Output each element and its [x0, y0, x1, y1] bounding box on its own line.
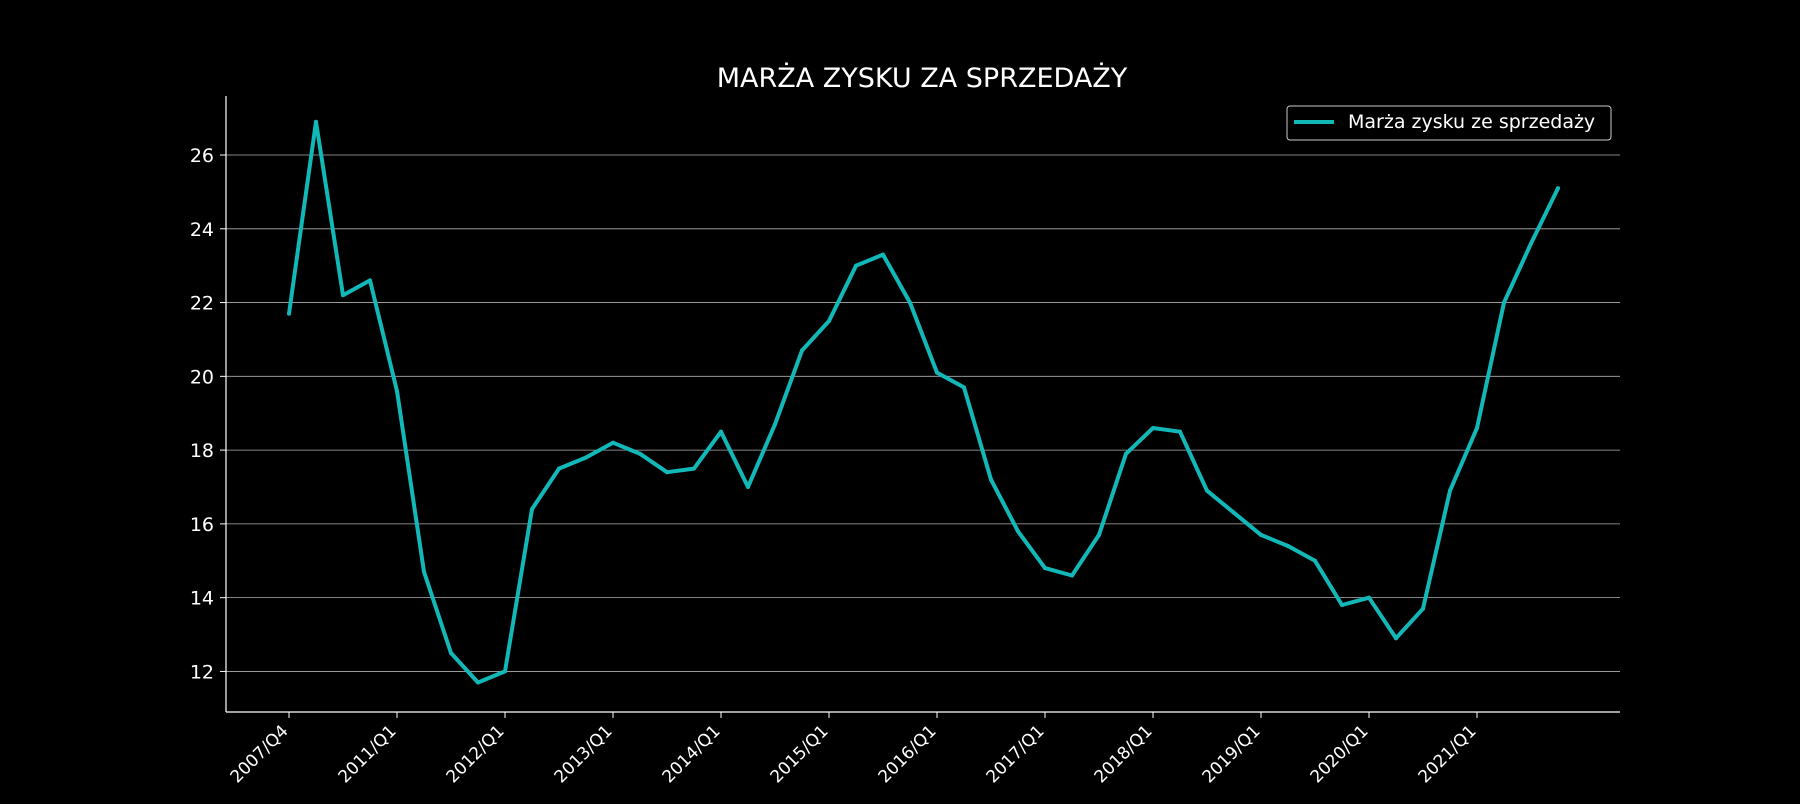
data-point [287, 311, 291, 316]
x-tick-label: 2021/Q1 [1415, 721, 1481, 787]
data-point [1448, 488, 1452, 493]
data-point [584, 455, 588, 460]
data-point [530, 507, 534, 512]
x-tick-label: 2007/Q4 [227, 721, 293, 787]
data-point [1286, 544, 1290, 549]
data-point [746, 484, 750, 489]
legend-box [1286, 105, 1612, 141]
x-tick-label: 2014/Q1 [659, 721, 725, 787]
x-tick-label: 2015/Q1 [767, 721, 833, 787]
grid-lines [226, 154, 1620, 672]
chart-title: MARŻA ZYSKU ZA SPRZEDAŻY [717, 62, 1128, 94]
data-point [1016, 529, 1020, 534]
data-point [1475, 425, 1479, 430]
data-point [1394, 636, 1398, 641]
data-point [314, 119, 318, 124]
x-tick-label: 2018/Q1 [1091, 721, 1157, 787]
data-point [962, 385, 966, 390]
data-point [1313, 558, 1317, 563]
data-point [1097, 532, 1101, 537]
data-point [692, 466, 696, 471]
data-point [1124, 451, 1128, 456]
data-point [1178, 429, 1182, 434]
x-tick-label: 2016/Q1 [875, 721, 941, 787]
data-point [638, 451, 642, 456]
data-point [449, 650, 453, 655]
data-point [881, 252, 885, 257]
data-point [1502, 300, 1506, 305]
data-point [827, 319, 831, 324]
data-point [557, 466, 561, 471]
data-point [1367, 595, 1371, 600]
data-point [1043, 566, 1047, 571]
data-point [503, 669, 507, 674]
y-tick-label: 26 [190, 145, 214, 167]
data-point [773, 422, 777, 427]
y-tick-label: 16 [190, 514, 214, 536]
y-tick-label: 14 [190, 588, 214, 610]
data-point [1529, 241, 1533, 246]
data-point [1556, 186, 1560, 191]
data-point [1259, 532, 1263, 537]
x-tick-label: 2019/Q1 [1199, 721, 1265, 787]
legend-label: Marża zysku ze sprzedaży [1348, 111, 1595, 133]
x-axis-ticks: 2007/Q4 2011/Q1 2012/Q1 2013/Q1 2014/Q1 2015/… [227, 712, 1481, 787]
x-tick-label: 2011/Q1 [335, 721, 401, 787]
y-tick-label: 24 [190, 219, 214, 241]
y-tick-label: 18 [190, 440, 214, 462]
series-layer [287, 119, 1560, 685]
data-point [854, 263, 858, 268]
data-point [422, 569, 426, 574]
data-point [1232, 510, 1236, 515]
data-point [395, 389, 399, 394]
data-point [989, 477, 993, 482]
y-axis-ticks: 12 14 16 18 20 22 24 26 [190, 145, 226, 683]
data-point [665, 470, 669, 475]
data-point [800, 348, 804, 353]
data-point [341, 293, 345, 298]
data-point [1151, 425, 1155, 430]
x-tick-label: 2017/Q1 [983, 721, 1049, 787]
y-tick-label: 22 [190, 293, 214, 315]
series-line [287, 119, 1560, 685]
axes [225, 96, 1620, 713]
x-tick-label: 2012/Q1 [443, 721, 509, 787]
data-point [1340, 603, 1344, 608]
data-point [935, 370, 939, 375]
data-point [1070, 573, 1074, 578]
data-point [476, 680, 480, 685]
data-point [908, 300, 912, 305]
x-tick-label: 2020/Q1 [1307, 721, 1373, 787]
data-point [1421, 606, 1425, 611]
x-tick-label: 2013/Q1 [551, 721, 617, 787]
data-point [368, 278, 372, 283]
legend: Marża zysku ze sprzedaży [1286, 105, 1612, 141]
y-tick-label: 20 [190, 366, 214, 388]
data-point [1205, 488, 1209, 493]
data-point [611, 440, 615, 445]
y-tick-label: 12 [190, 661, 214, 683]
data-point [719, 429, 723, 434]
